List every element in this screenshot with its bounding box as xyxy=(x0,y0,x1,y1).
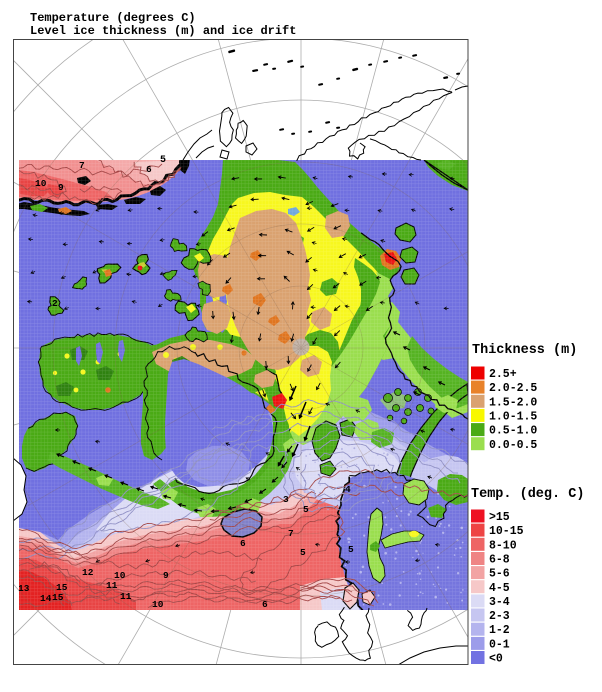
svg-text:5: 5 xyxy=(303,504,309,515)
svg-text:9: 9 xyxy=(58,182,64,193)
svg-text:4: 4 xyxy=(345,484,351,495)
svg-text:11: 11 xyxy=(106,580,118,591)
svg-text:7: 7 xyxy=(79,160,85,171)
svg-text:10-15: 10-15 xyxy=(489,525,524,538)
svg-text:4-5: 4-5 xyxy=(489,582,510,595)
svg-text:2.0-2.5: 2.0-2.5 xyxy=(489,382,537,395)
svg-text:14: 14 xyxy=(40,593,52,604)
svg-text:12: 12 xyxy=(82,567,94,578)
svg-text:2.5+: 2.5+ xyxy=(489,368,517,381)
svg-text:10: 10 xyxy=(152,599,164,610)
svg-text:10: 10 xyxy=(114,570,126,581)
svg-text:>15: >15 xyxy=(489,511,510,524)
svg-text:13: 13 xyxy=(18,583,30,594)
svg-text:2-3: 2-3 xyxy=(489,610,510,623)
svg-text:Temp. (deg. C): Temp. (deg. C) xyxy=(471,487,584,502)
svg-text:5: 5 xyxy=(300,547,306,558)
svg-text:9: 9 xyxy=(163,570,169,581)
svg-text:3-4: 3-4 xyxy=(489,596,510,609)
svg-text:0-1: 0-1 xyxy=(489,638,510,651)
svg-text:7: 7 xyxy=(288,528,294,539)
svg-text:0.5-1.0: 0.5-1.0 xyxy=(489,425,537,438)
svg-text:Level ice thickness (m) and ic: Level ice thickness (m) and ice drift xyxy=(30,24,296,38)
svg-text:1-2: 1-2 xyxy=(489,624,510,637)
svg-text:5: 5 xyxy=(348,544,354,555)
svg-text:1.5-2.0: 1.5-2.0 xyxy=(489,396,537,409)
svg-text:Temperature (degrees C): Temperature (degrees C) xyxy=(30,11,196,25)
svg-text:5-6: 5-6 xyxy=(489,568,510,581)
svg-text:6: 6 xyxy=(262,599,268,610)
svg-text:15: 15 xyxy=(52,592,64,603)
svg-text:6: 6 xyxy=(146,164,152,175)
svg-text:11: 11 xyxy=(120,591,132,602)
svg-text:8-10: 8-10 xyxy=(489,539,517,552)
svg-text:6: 6 xyxy=(240,538,246,549)
svg-text:1.0-1.5: 1.0-1.5 xyxy=(489,410,537,423)
svg-text:<0: <0 xyxy=(489,653,503,666)
svg-text:3: 3 xyxy=(283,494,289,505)
svg-text:2: 2 xyxy=(52,298,58,309)
svg-text:Thickness (m): Thickness (m) xyxy=(472,343,577,358)
svg-text:6-8: 6-8 xyxy=(489,554,510,567)
svg-text:15: 15 xyxy=(56,582,68,593)
svg-text:0.0-0.5: 0.0-0.5 xyxy=(489,439,537,452)
svg-text:10: 10 xyxy=(35,178,47,189)
svg-text:5: 5 xyxy=(160,155,166,166)
